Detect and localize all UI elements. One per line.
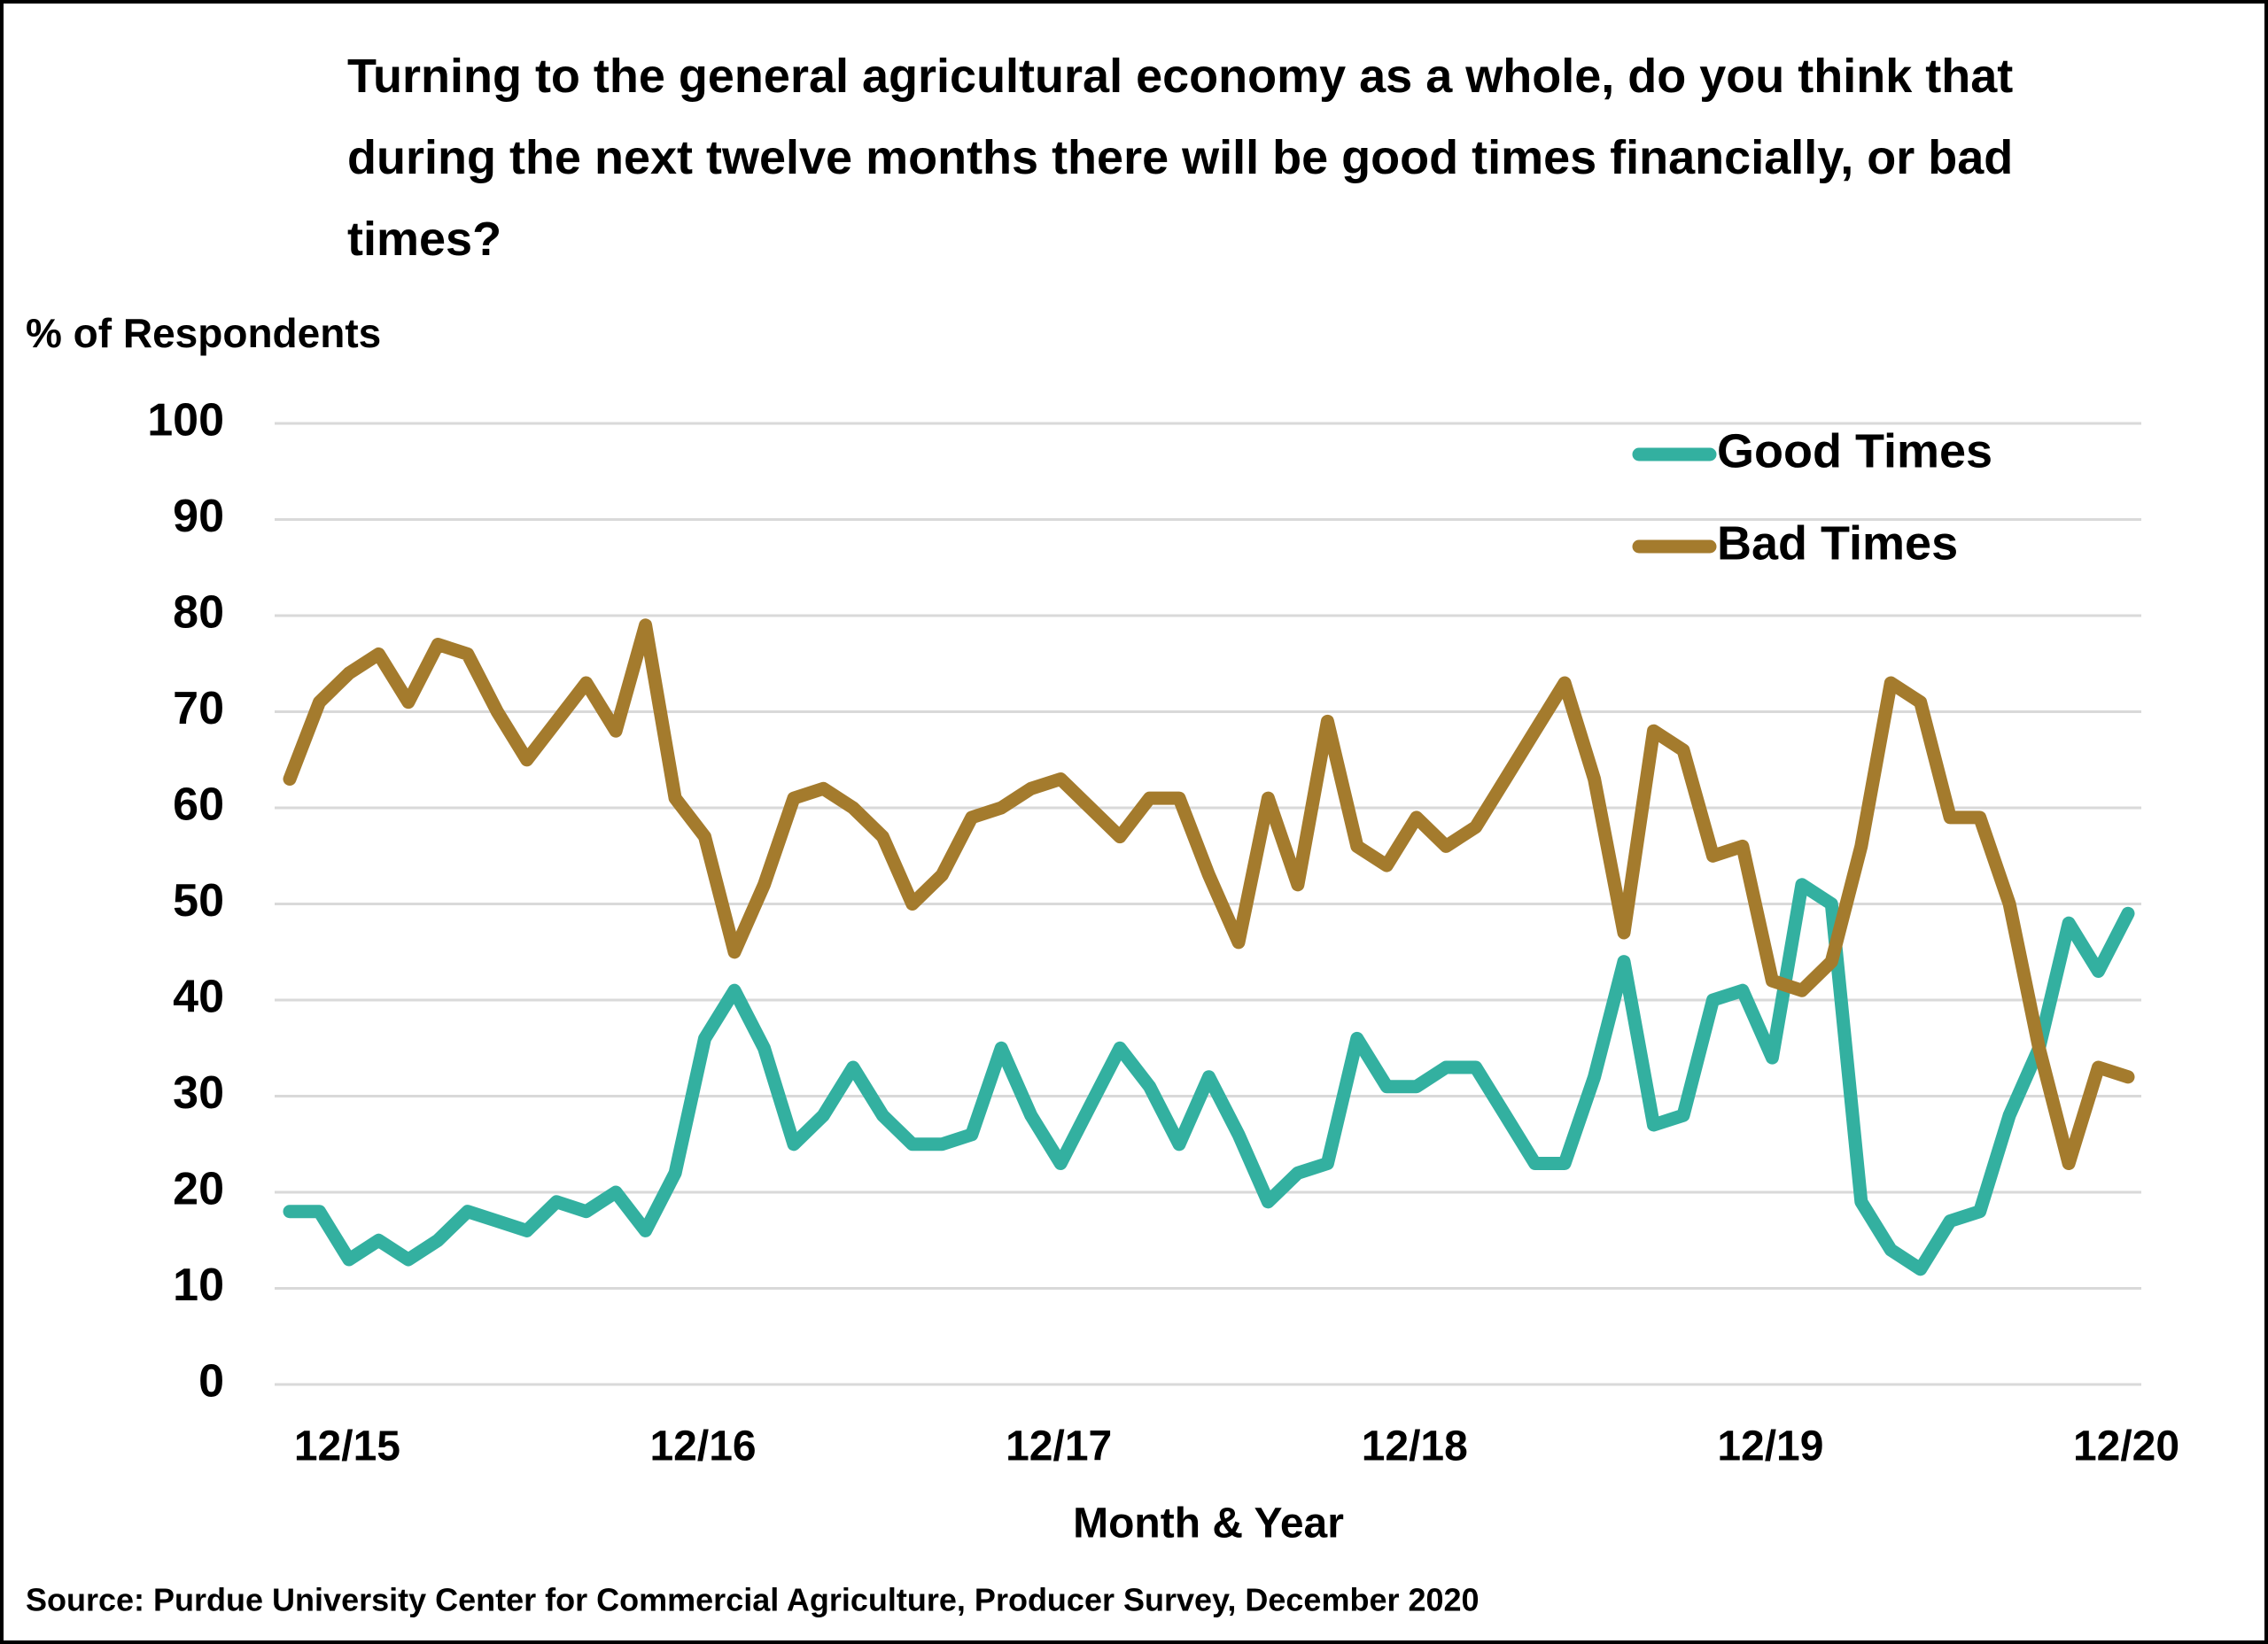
y-tick-label: 10 (173, 1260, 224, 1311)
x-tick-label: 12/15 (294, 1423, 400, 1470)
y-tick-label: 90 (173, 491, 224, 542)
y-tick-label: 0 (198, 1356, 224, 1407)
y-tick-label: 20 (173, 1164, 224, 1215)
y-tick-label: 40 (173, 972, 224, 1023)
x-tick-label: 12/16 (649, 1423, 756, 1470)
y-tick-label: 70 (173, 683, 224, 734)
x-tick-label: 12/18 (1362, 1423, 1468, 1470)
x-tick-label: 12/19 (1717, 1423, 1823, 1470)
y-tick-label: 100 (147, 395, 224, 446)
line-series (283, 878, 2135, 1276)
line-series (283, 618, 2135, 1170)
y-tick-label: 50 (173, 875, 224, 927)
y-tick-label: 30 (173, 1067, 224, 1119)
y-tick-label: 60 (173, 779, 224, 831)
legend-label: Good Times (1717, 424, 1992, 477)
legend-label: Bad Times (1717, 516, 1958, 570)
y-tick-label: 80 (173, 587, 224, 639)
x-tick-label: 12/17 (1006, 1423, 1112, 1470)
chart-title: Turning to the general agricultural econ… (347, 50, 2014, 266)
y-axis-title: % of Respondents (26, 310, 381, 356)
source: Source: Purdue University Center for Com… (26, 1582, 1480, 1618)
x-tick-label: 12/20 (2073, 1423, 2179, 1470)
x-axis-title: Month & Year (1073, 1501, 1344, 1547)
